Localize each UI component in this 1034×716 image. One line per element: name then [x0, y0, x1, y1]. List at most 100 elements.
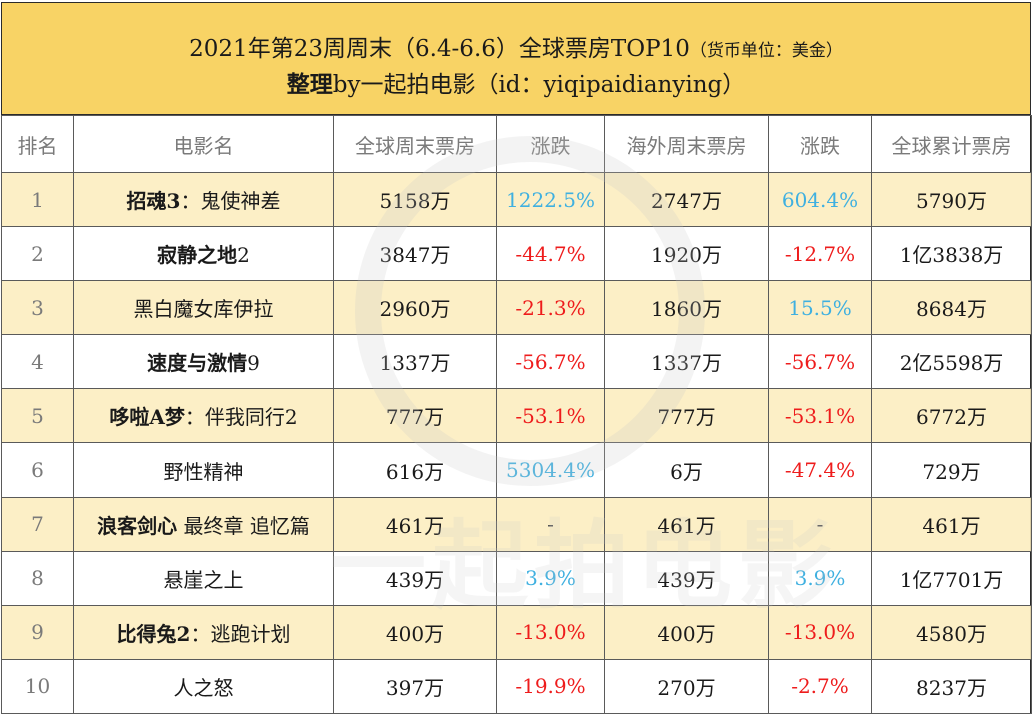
cell-overseas-change: -53.1% — [768, 388, 872, 444]
cell-cumulative: 1亿3838万 — [871, 226, 1032, 282]
title-rest-part: 人之怒 — [173, 675, 234, 700]
cell-rank: 5 — [1, 388, 74, 444]
title-unit: （货币单位：美金） — [689, 41, 843, 61]
cell-global-weekend: 616万 — [333, 442, 497, 498]
box-office-table: 排名 电影名 全球周末票房 涨跌 海外周末票房 涨跌 全球累计票房 1 招魂3：鬼… — [1, 115, 1032, 715]
cell-overseas-change: 15.5% — [768, 280, 872, 336]
cell-overseas-weekend: 1920万 — [604, 226, 769, 282]
cell-rank: 10 — [1, 658, 74, 715]
cell-title: 寂静之地2 — [73, 226, 334, 282]
title-main: 2021年第23周周末（6.4-6.6）全球票房TOP10 — [189, 36, 690, 62]
cell-cumulative: 1亿7701万 — [871, 550, 1032, 606]
header-row: 排名 电影名 全球周末票房 涨跌 海外周末票房 涨跌 全球累计票房 — [1, 115, 1032, 173]
cell-rank: 6 — [1, 442, 74, 498]
cell-title: 黑白魔女库伊拉 — [73, 280, 334, 336]
col-header-cumulative: 全球累计票房 — [871, 115, 1032, 173]
page-title: 2021年第23周周末（6.4-6.6）全球票房TOP10（货币单位：美金） — [2, 29, 1030, 63]
cell-overseas-change: - — [768, 496, 872, 552]
cell-global-change: 3.9% — [496, 550, 605, 606]
cell-overseas-change: -56.7% — [768, 334, 872, 390]
cell-overseas-weekend: 1860万 — [604, 280, 769, 336]
cell-global-change: - — [496, 496, 605, 552]
cell-overseas-change: -47.4% — [768, 442, 872, 498]
cell-global-weekend: 3847万 — [333, 226, 497, 282]
table-row: 5 哆啦A梦：伴我同行2 777万 -53.1% 777万 -53.1% 6772万 — [1, 388, 1032, 444]
cell-cumulative: 4580万 — [871, 604, 1032, 660]
cell-overseas-change: 3.9% — [768, 550, 872, 606]
table-row: 4 速度与激情9 1337万 -56.7% 1337万 -56.7% 2亿5598万 — [1, 334, 1032, 390]
cell-title: 哆啦A梦：伴我同行2 — [73, 388, 334, 444]
title-bold-part: 寂静之地 — [157, 243, 238, 268]
cell-global-change: -56.7% — [496, 334, 605, 390]
cell-overseas-change: 604.4% — [768, 171, 872, 228]
title-rest-part: 黑白魔女库伊拉 — [133, 297, 274, 322]
title-rest-part: ：鬼使神差 — [180, 189, 281, 214]
cell-global-weekend: 777万 — [333, 388, 497, 444]
cell-overseas-weekend: 400万 — [604, 604, 769, 660]
cell-cumulative: 8237万 — [871, 658, 1032, 715]
cell-overseas-weekend: 2747万 — [604, 171, 769, 228]
table-row: 1 招魂3：鬼使神差 5158万 1222.5% 2747万 604.4% 5790万 — [1, 171, 1032, 228]
col-header-title: 电影名 — [73, 115, 334, 173]
table-row: 2 寂静之地2 3847万 -44.7% 1920万 -12.7% 1亿3838万 — [1, 226, 1032, 282]
cell-global-weekend: 400万 — [333, 604, 497, 660]
cell-cumulative: 729万 — [871, 442, 1032, 498]
table-row: 3 黑白魔女库伊拉 2960万 -21.3% 1860万 15.5% 8684万 — [1, 280, 1032, 336]
col-header-global-change: 涨跌 — [496, 115, 605, 173]
table-row: 7 浪客剑心 最终章 追忆篇 461万 -461万 -461万 — [1, 496, 1032, 552]
subtitle-bold: 整理 — [286, 71, 333, 98]
cell-global-change: -19.9% — [496, 658, 605, 715]
subtitle-rest: by一起拍电影（id：yiqipaidianying） — [332, 72, 746, 98]
cell-title: 野性精神 — [73, 442, 334, 498]
table-row: 8 悬崖之上 439万 3.9% 439万 3.9% 1亿7701万 — [1, 550, 1032, 606]
col-header-global-weekend: 全球周末票房 — [333, 115, 497, 173]
cell-title: 浪客剑心 最终章 追忆篇 — [73, 496, 334, 552]
cell-global-change: -44.7% — [496, 226, 605, 282]
cell-rank: 9 — [1, 604, 74, 660]
cell-global-weekend: 439万 — [333, 550, 497, 606]
cell-rank: 4 — [1, 334, 74, 390]
title-bold-part: 速度与激情 — [147, 351, 248, 376]
page-subtitle: 整理by一起拍电影（id：yiqipaidianying） — [2, 65, 1030, 99]
col-header-overseas-change: 涨跌 — [768, 115, 872, 173]
cell-global-change: -21.3% — [496, 280, 605, 336]
cell-overseas-weekend: 270万 — [604, 658, 769, 715]
title-bold-part: 比得兔2 — [116, 621, 191, 646]
title-rest-part: 2 — [237, 243, 250, 268]
cell-overseas-change: -13.0% — [768, 604, 872, 660]
cell-overseas-change: -2.7% — [768, 658, 872, 715]
cell-overseas-weekend: 1337万 — [604, 334, 769, 390]
table-header-banner: 2021年第23周周末（6.4-6.6）全球票房TOP10（货币单位：美金） 整… — [1, 2, 1031, 115]
cell-global-weekend: 1337万 — [333, 334, 497, 390]
table-row: 6 野性精神 616万 5304.4% 6万 -47.4% 729万 — [1, 442, 1032, 498]
title-bold-part: 浪客剑心 — [97, 513, 178, 538]
cell-global-change: 1222.5% — [496, 171, 605, 228]
cell-cumulative: 6772万 — [871, 388, 1032, 444]
col-header-overseas-weekend: 海外周末票房 — [604, 115, 769, 173]
cell-rank: 3 — [1, 280, 74, 336]
cell-overseas-weekend: 777万 — [604, 388, 769, 444]
cell-cumulative: 461万 — [871, 496, 1032, 552]
cell-overseas-change: -12.7% — [768, 226, 872, 282]
title-rest-part: 悬崖之上 — [163, 567, 244, 592]
cell-global-weekend: 461万 — [333, 496, 497, 552]
cell-overseas-weekend: 439万 — [604, 550, 769, 606]
cell-title: 招魂3：鬼使神差 — [73, 171, 334, 228]
title-bold-part: 哆啦A梦 — [109, 405, 185, 430]
title-bold-part: 招魂3 — [126, 189, 181, 214]
cell-overseas-weekend: 6万 — [604, 442, 769, 498]
cell-rank: 1 — [1, 171, 74, 228]
cell-cumulative: 5790万 — [871, 171, 1032, 228]
cell-global-weekend: 2960万 — [333, 280, 497, 336]
cell-cumulative: 8684万 — [871, 280, 1032, 336]
title-rest-part: ：伴我同行2 — [184, 405, 298, 430]
title-rest-part: 野性精神 — [163, 459, 244, 484]
cell-global-weekend: 5158万 — [333, 171, 497, 228]
cell-rank: 2 — [1, 226, 74, 282]
title-rest-part: 9 — [247, 351, 260, 376]
cell-title: 悬崖之上 — [73, 550, 334, 606]
cell-rank: 7 — [1, 496, 74, 552]
cell-overseas-weekend: 461万 — [604, 496, 769, 552]
cell-rank: 8 — [1, 550, 74, 606]
cell-cumulative: 2亿5598万 — [871, 334, 1032, 390]
